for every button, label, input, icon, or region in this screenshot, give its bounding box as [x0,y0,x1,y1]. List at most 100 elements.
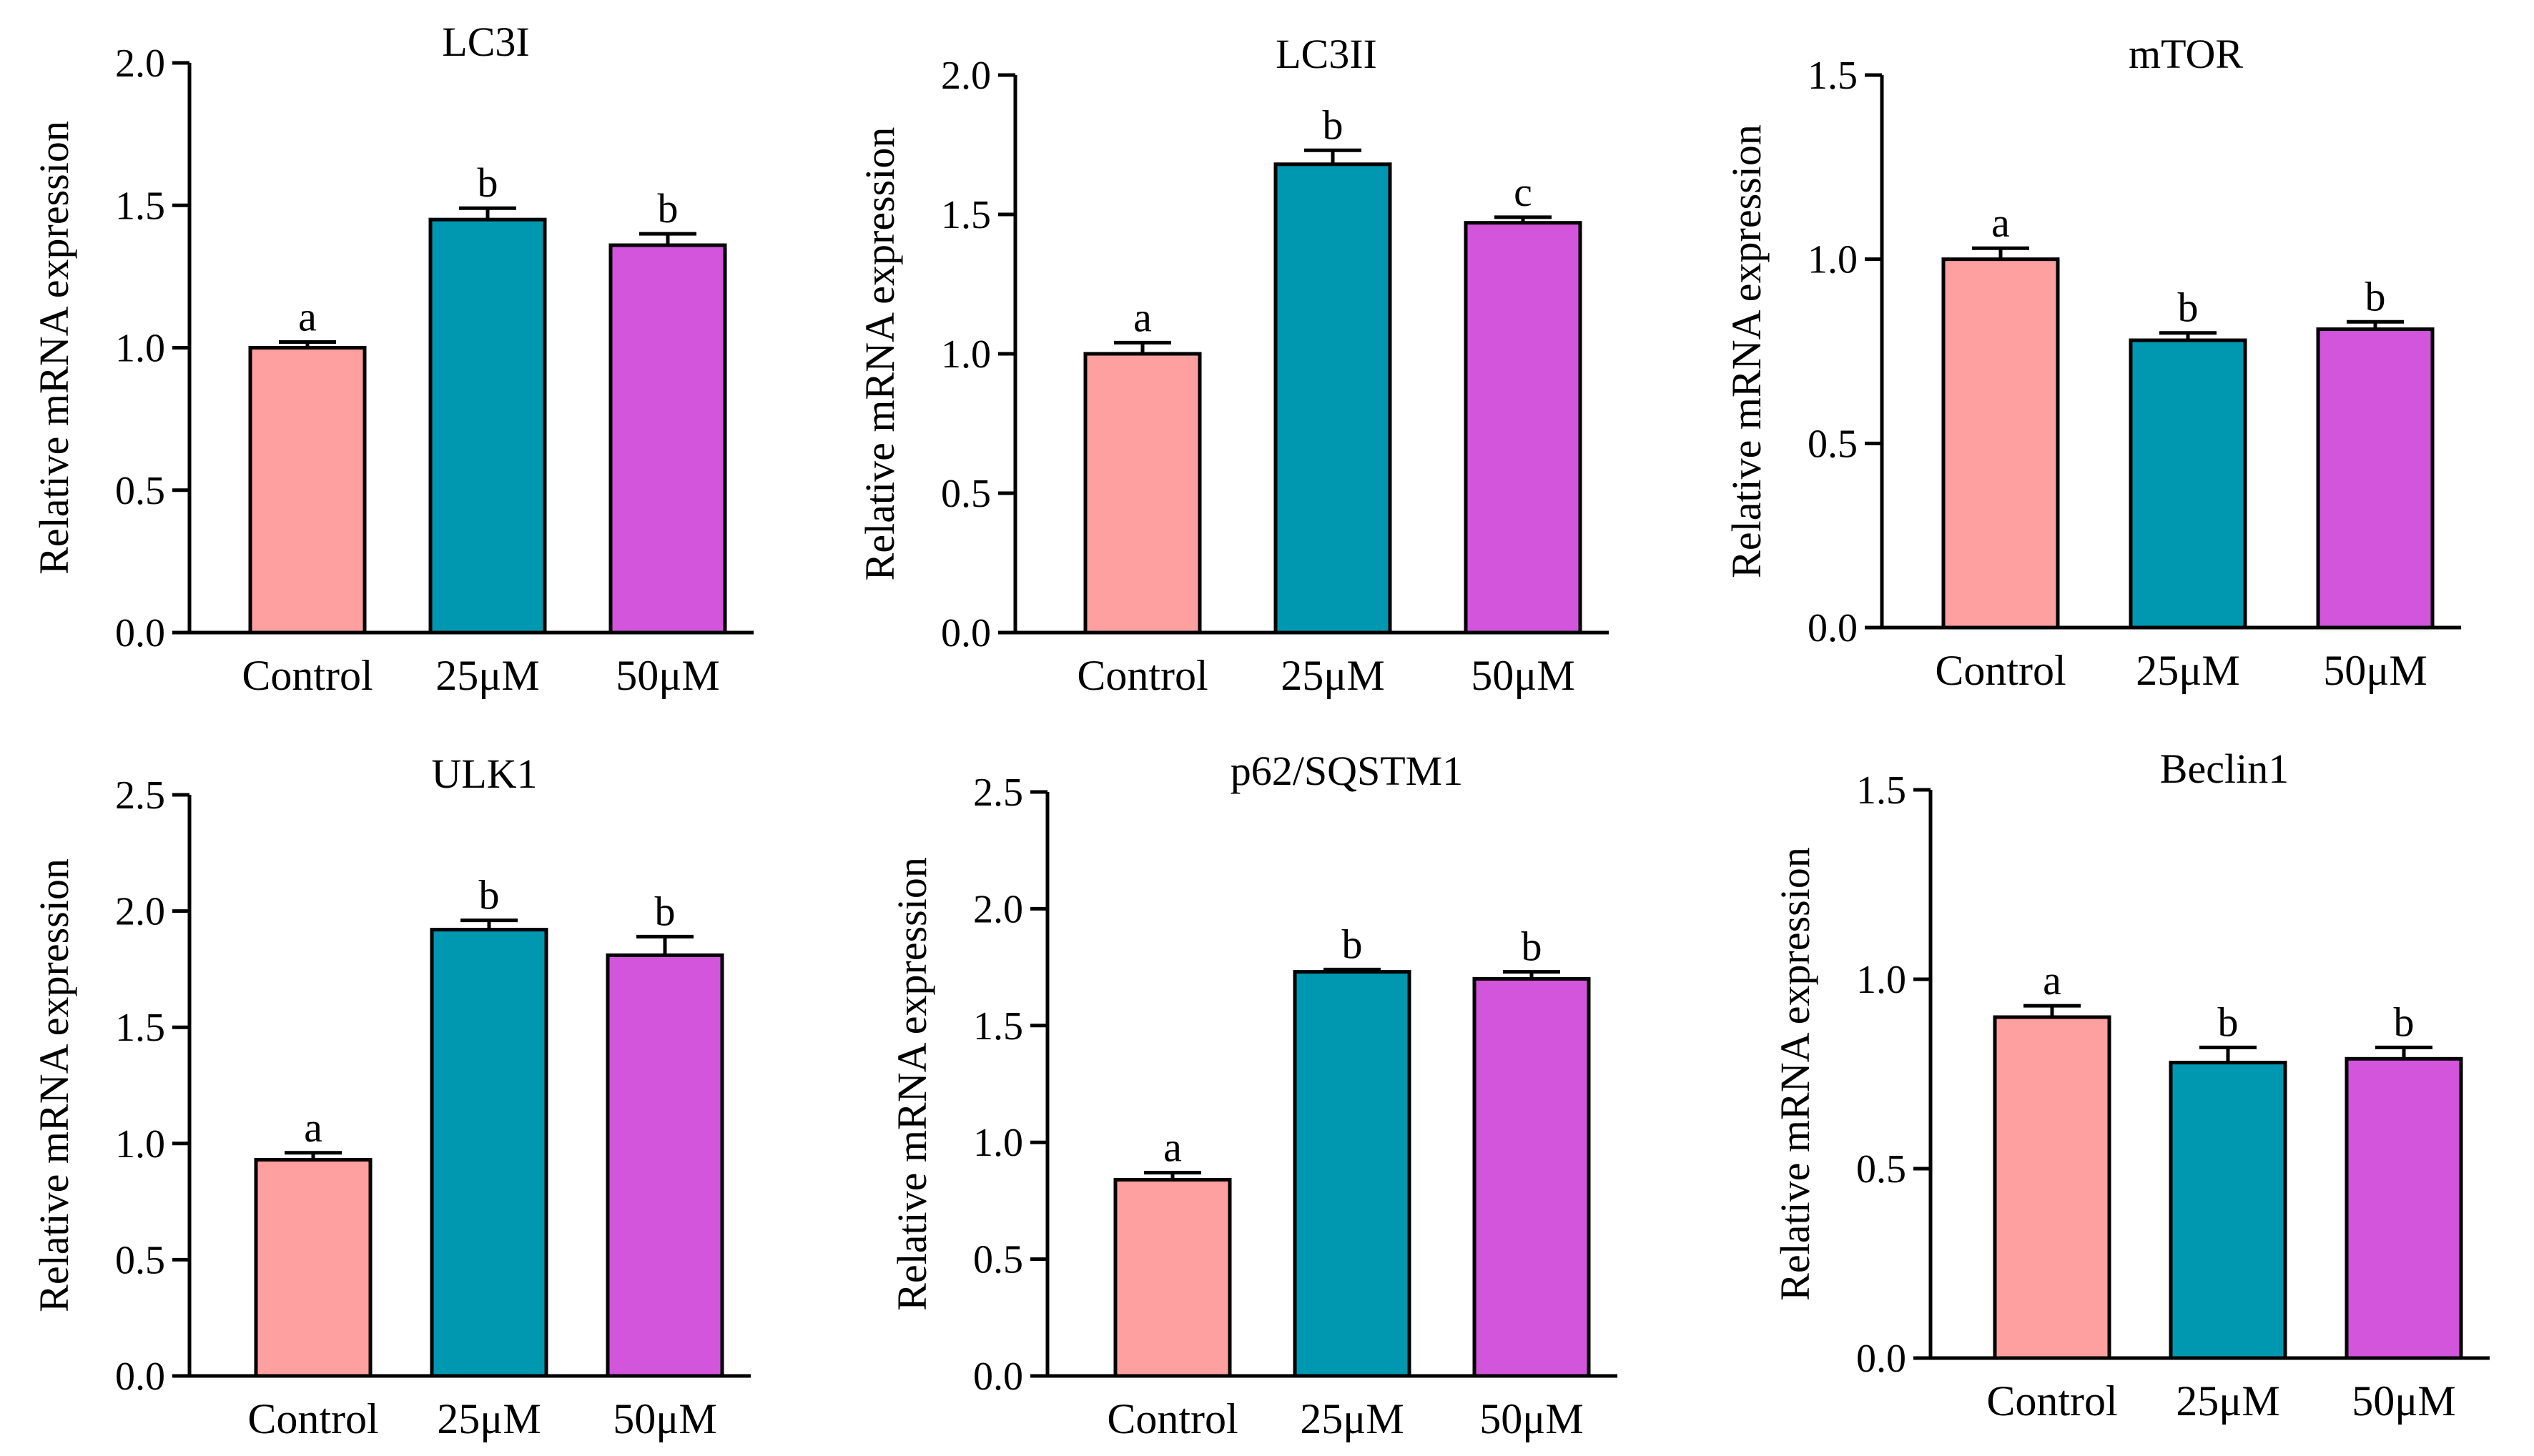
significance-label: a [298,294,317,340]
chart-panel-4: ULK1 Relative mRNA expression 0.0 0.5 1.0 1.5… [31,751,751,1442]
significance-label: b [2218,999,2239,1045]
x-tick-label: 25μM [437,1395,541,1442]
y-tick-label: 2.0 [973,887,1023,931]
y-axis-label: Relative mRNA expression [1772,847,1818,1301]
x-tick-label: 25μM [1281,652,1385,699]
chart-panel-3: mTOR Relative mRNA expression 0.0 0.5 1.0 1.5… [1723,31,2461,694]
bar-2 [1293,970,1411,1378]
bar-1 [254,1158,373,1378]
bar-2 [430,928,548,1378]
y-tick-label: 1.0 [1856,958,1906,1002]
chart-title: mTOR [2129,31,2243,77]
significance-label: c [1514,169,1532,215]
chart-title: ULK1 [431,751,537,797]
bar-2 [1273,162,1392,635]
x-tick-label: 50μM [2352,1377,2456,1425]
y-tick-label: 2.5 [115,773,165,818]
bar-1 [1941,257,2060,630]
x-tick-label: 25μM [2176,1377,2280,1425]
significance-label: a [1133,294,1152,340]
chart-panel-2: LC3II Relative mRNA expression 0.0 0.5 1.0 1.… [857,31,1609,699]
y-tick-label: 0.0 [941,611,991,655]
y-tick-label: 1.0 [1808,238,1858,282]
y-axis-label: Relative mRNA expression [889,857,935,1311]
x-tick-label: Control [1107,1395,1238,1442]
chart-title: LC3I [442,19,529,65]
significance-label: b [2178,284,2199,331]
significance-label: b [1323,101,1344,148]
y-tick-label: 0.5 [941,472,991,516]
y-tick-label: 1.5 [1856,768,1906,813]
x-tick-label: 50μM [1479,1395,1584,1442]
bar-1 [1113,1177,1232,1378]
x-tick-label: Control [1935,647,2066,694]
y-axis-label: Relative mRNA expression [1723,124,1770,578]
bar-1 [1083,352,1202,635]
bar-3 [1464,221,1582,635]
y-tick-label: 2.5 [973,771,1023,815]
chart-panel-1: LC3I Relative mRNA expression 0.0 0.5 1.0 1.5… [31,19,754,699]
significance-label: b [1342,921,1363,967]
y-tick-label: 1.5 [115,184,165,228]
x-tick-label: Control [247,1395,378,1442]
x-tick-label: 25μM [2136,647,2240,694]
y-tick-label: 0.5 [1808,422,1858,466]
significance-label: b [2394,999,2415,1045]
y-tick-label: 2.0 [115,41,165,86]
bar-1 [1993,1015,2111,1360]
significance-label: b [1522,923,1542,970]
y-tick-label: 0.0 [115,1355,165,1399]
y-tick-label: 2.0 [941,54,991,98]
y-tick-label: 0.0 [973,1355,1023,1399]
y-axis-label: Relative mRNA expression [857,127,903,581]
y-tick-label: 0.0 [115,611,165,655]
y-axis-label: Relative mRNA expression [31,121,77,575]
bar-3 [2316,327,2435,630]
x-tick-label: Control [242,652,373,699]
x-tick-label: 25μM [1300,1395,1404,1442]
significance-label: a [304,1104,322,1151]
bar-2 [428,217,547,635]
y-tick-label: 0.5 [973,1238,1023,1282]
bar-2 [2129,338,2247,630]
y-tick-label: 0.5 [1856,1147,1906,1192]
significance-label: b [2365,273,2386,320]
y-tick-label: 1.0 [115,1122,165,1167]
bar-3 [1472,976,1591,1378]
y-tick-label: 1.0 [115,327,165,371]
y-tick-label: 1.5 [941,193,991,237]
y-tick-label: 0.5 [115,1238,165,1282]
chart-panel-6: Beclin1 Relative mRNA expression 0.0 0.5 1.0… [1772,746,2490,1425]
y-tick-label: 1.5 [115,1006,165,1050]
y-tick-label: 2.0 [115,890,165,934]
chart-title: LC3II [1276,31,1377,77]
bar-3 [608,243,727,635]
x-tick-label: Control [1986,1377,2117,1425]
y-tick-label: 0.0 [1856,1337,1906,1381]
x-tick-label: 50μM [1471,652,1575,699]
significance-label: b [658,185,679,232]
x-tick-label: Control [1077,652,1208,699]
x-tick-label: 50μM [616,652,720,699]
y-tick-label: 0.5 [115,469,165,513]
x-tick-label: 50μM [613,1395,717,1442]
x-tick-label: 25μM [435,652,540,699]
chart-title: Beclin1 [2160,746,2289,792]
y-tick-label: 0.0 [1808,606,1858,650]
significance-label: a [1991,199,2010,246]
x-tick-label: 50μM [2323,647,2427,694]
significance-label: b [478,159,498,206]
bar-2 [2169,1061,2287,1360]
chart-panel-5: p62/SQSTM1 Relative mRNA expression 0.0 0.5… [889,748,1617,1442]
y-tick-label: 1.0 [941,332,991,377]
y-axis-label: Relative mRNA expression [31,858,77,1312]
significance-label: a [1163,1124,1182,1171]
y-tick-label: 1.5 [973,1004,1023,1049]
y-tick-label: 1.5 [1808,54,1858,98]
significance-label: b [479,872,500,918]
significance-label: b [655,888,676,934]
bar-3 [2345,1056,2463,1360]
significance-label: a [2043,957,2061,1004]
chart-title: p62/SQSTM1 [1231,748,1464,794]
